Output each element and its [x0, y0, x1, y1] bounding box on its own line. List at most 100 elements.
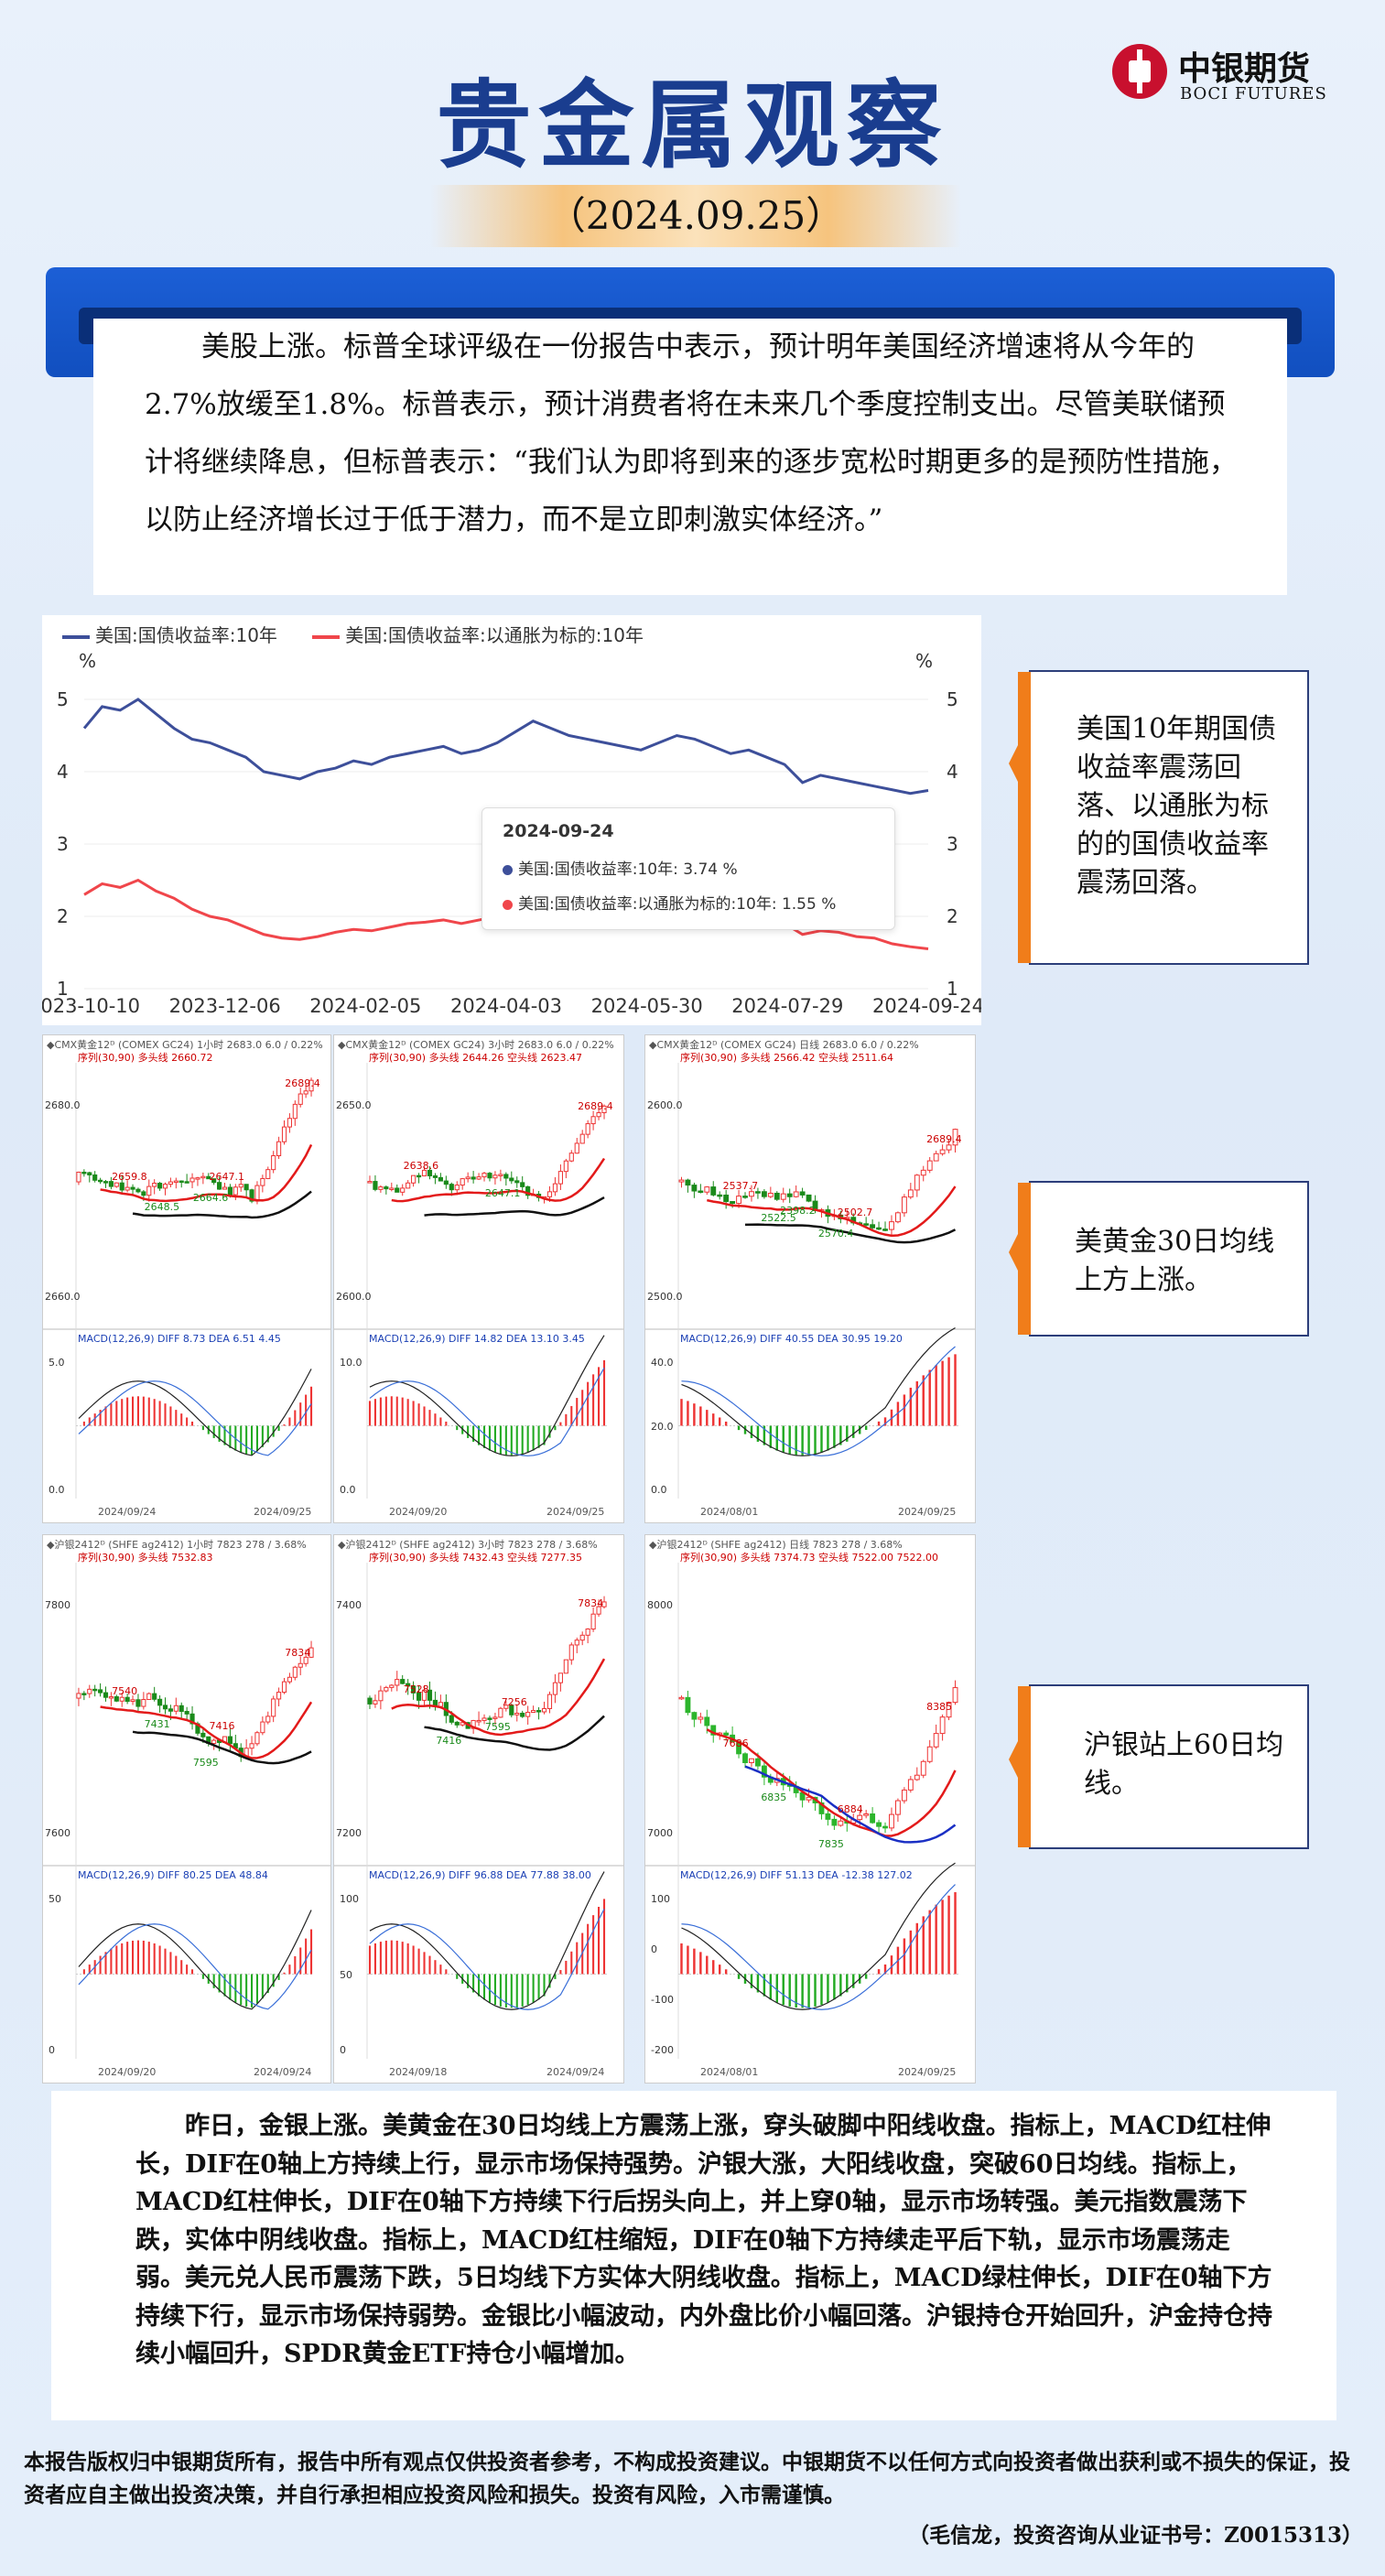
candle-body — [124, 1186, 130, 1191]
silver-chart-panel: ◆沪银2412ᴰ (SHFE ag2412) 3小时 7823 278 / 3.… — [333, 1534, 624, 2084]
macd-axis-label: 100 — [651, 1893, 670, 1905]
gold-chart-panel: ◆CMX黄金12ᴰ (COMEX GC24) 3小时 2683.0 6.0 / … — [333, 1034, 624, 1523]
candle-body — [421, 1169, 427, 1177]
macd-axis-label: 10.0 — [340, 1357, 362, 1369]
candle-body — [736, 1196, 742, 1205]
macd-legend: MACD(12,26,9) DIFF 96.88 DEA 77.88 38.00 — [369, 1869, 591, 1881]
candle-body — [889, 1221, 894, 1230]
candle-body — [876, 1822, 882, 1827]
y-tick-left: 2 — [57, 905, 69, 927]
candle-body — [81, 1693, 87, 1695]
candle-body — [546, 1191, 553, 1197]
candle-body — [946, 1702, 952, 1718]
candle-body — [894, 1800, 901, 1815]
macd-axis-label: 5.0 — [49, 1357, 65, 1369]
candle-body — [292, 1103, 298, 1120]
macd-axis-label: -100 — [651, 1994, 674, 2006]
candle-body — [200, 1175, 206, 1179]
candle-body — [146, 1693, 152, 1701]
candle-body — [870, 1224, 876, 1228]
candle-body — [498, 1174, 503, 1176]
candle-body — [579, 1634, 585, 1641]
candle-body — [303, 1090, 308, 1095]
time-axis-label: 2024/08/01 — [700, 1506, 759, 1518]
y-tick-left: 1 — [57, 978, 69, 1000]
candle-body — [76, 1693, 81, 1699]
candle-body — [574, 1142, 579, 1154]
x-tick: 2024-05-30 — [591, 995, 703, 1017]
y-tick-right: 3 — [947, 833, 958, 855]
candle-body — [799, 1191, 806, 1196]
candle-body — [742, 1753, 748, 1764]
candle-body — [487, 1173, 492, 1179]
candle-body — [920, 1760, 926, 1776]
time-axis-label: 2024/09/25 — [546, 1506, 605, 1518]
candle-body — [939, 1716, 946, 1735]
candle-body — [173, 1180, 179, 1184]
chart-tooltip: 2024-09-24 美国:国债收益率:10年: 3.74 % 美国:国债收益率… — [482, 807, 895, 930]
panel-ma-legend: 序列(30,90) 多头线 2566.42 空头线 2511.64 — [680, 1052, 894, 1064]
candle-body — [292, 1666, 298, 1678]
candle-body — [179, 1180, 184, 1184]
price-annotation: 2502.7 — [837, 1206, 873, 1218]
candle-body — [514, 1712, 520, 1716]
candle-body — [411, 1685, 417, 1694]
candle-body — [400, 1679, 406, 1684]
diff-line — [681, 1327, 956, 1456]
price-annotation: 2689.4 — [926, 1133, 962, 1146]
diff-line — [369, 1871, 605, 2010]
macd-legend: MACD(12,26,9) DIFF 8.73 DEA 6.51 4.45 — [78, 1333, 281, 1345]
candle-body — [460, 1178, 465, 1186]
candle-body — [260, 1177, 265, 1186]
candle-body — [825, 1813, 831, 1820]
candle-body — [152, 1693, 157, 1700]
candle-body — [416, 1174, 422, 1178]
candle-body — [189, 1177, 195, 1183]
time-axis-label: 2024/09/25 — [898, 2066, 957, 2078]
price-annotation: 2664.6 — [192, 1191, 229, 1204]
candle-body — [114, 1182, 119, 1187]
ma-short-line — [391, 1658, 606, 1737]
y-tick-right: 4 — [947, 761, 958, 783]
time-axis-label: 2024/09/18 — [389, 2066, 448, 2078]
x-tick: 2024-09-24 — [872, 995, 981, 1017]
candle-body — [894, 1212, 901, 1223]
price-annotation: 2638.6 — [403, 1159, 439, 1172]
candle-body — [443, 1180, 449, 1185]
candle-body — [525, 1712, 531, 1717]
candle-body — [698, 1190, 704, 1194]
price-annotation: 2398.2 — [780, 1204, 816, 1217]
candle-body — [454, 1721, 460, 1726]
candle-body — [465, 1176, 471, 1180]
price-annotation: 2570.4 — [817, 1228, 854, 1240]
candle-body — [400, 1187, 406, 1193]
candle-body — [476, 1176, 482, 1180]
panel-header: ◆CMX黄金12ᴰ (COMEX GC24) 3小时 2683.0 6.0 / … — [338, 1039, 614, 1051]
macd-axis-label: 40.0 — [651, 1357, 674, 1369]
candle-body — [103, 1692, 109, 1698]
candle-body — [395, 1679, 400, 1686]
candle-body — [281, 1681, 287, 1694]
ma-long-line — [745, 1223, 957, 1244]
panel-header: ◆沪银2412ᴰ (SHFE ag2412) 1小时 7823 278 / 3.… — [47, 1539, 307, 1551]
price-annotation: 2537.7 — [722, 1179, 759, 1192]
time-axis-label: 2024/09/25 — [898, 1506, 957, 1518]
candle-body — [509, 1705, 514, 1716]
candle-body — [265, 1716, 271, 1723]
candle-body — [373, 1700, 378, 1705]
candle-body — [373, 1181, 378, 1190]
y-unit-left: % — [79, 650, 97, 672]
candle-body — [98, 1179, 103, 1183]
candle-body — [108, 1181, 114, 1187]
candle-body — [146, 1185, 152, 1196]
candle-body — [227, 1186, 233, 1196]
price-annotation: 7834 — [285, 1647, 311, 1660]
candle-body — [119, 1696, 124, 1702]
candle-body — [870, 1813, 876, 1824]
y-tick-left: 3 — [57, 833, 69, 855]
chart-legend: 美国:国债收益率:10年 美国:国债收益率:以通胀为标的:10年 — [62, 621, 673, 647]
ma-short-line — [100, 1143, 313, 1203]
silver-chart-panel: ◆沪银2412ᴰ (SHFE ag2412) 1小时 7823 278 / 3.… — [42, 1534, 331, 2084]
candle-body — [939, 1149, 946, 1154]
candle-body — [276, 1141, 282, 1157]
